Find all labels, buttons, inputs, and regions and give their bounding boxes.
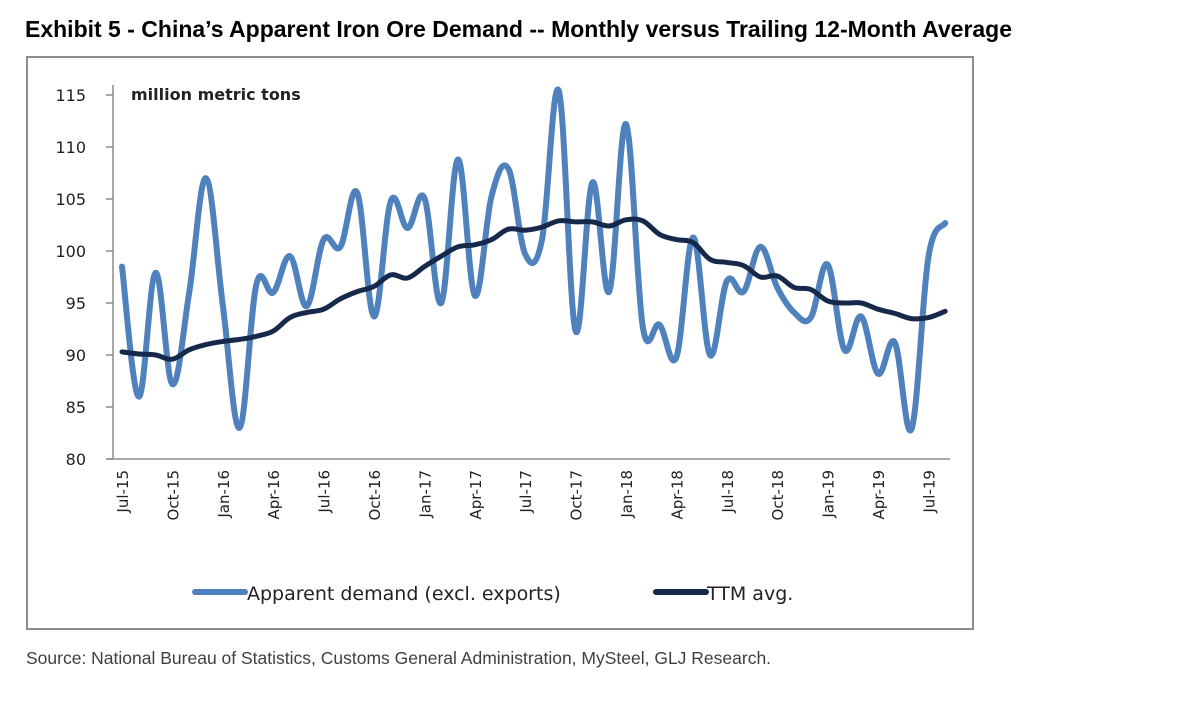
x-tick-label: Jul-18 — [719, 470, 737, 514]
unit-label: million metric tons — [131, 85, 301, 104]
series-apparent-demand-line — [119, 86, 949, 434]
y-tick-label: 115 — [55, 86, 86, 105]
x-axis: Jul-15 Oct-15 Jan-16 Apr-16 Jul-16 Oct-16 Jan-… — [106, 458, 950, 520]
x-tick-label: Oct-18 — [769, 470, 787, 520]
source-note: Source: National Bureau of Statistics, C… — [26, 648, 772, 668]
chart-title: Exhibit 5 - China’s Apparent Iron Ore De… — [25, 16, 1013, 42]
x-tick-label: Oct-15 — [164, 470, 182, 520]
y-axis: 80 85 90 95 100 105 110 115 — [55, 85, 114, 469]
x-tick-label: Oct-17 — [568, 470, 586, 520]
x-tick-label: Jan-18 — [618, 470, 636, 519]
y-tick-label: 110 — [55, 138, 86, 157]
legend: Apparent demand (excl. exports) TTM avg. — [192, 583, 793, 605]
x-tick-label: Apr-18 — [668, 470, 686, 520]
y-tick-label: 100 — [55, 242, 86, 261]
y-tick-label: 90 — [66, 346, 86, 365]
y-tick-label: 85 — [66, 398, 86, 417]
x-tick-label: Jul-19 — [920, 470, 938, 514]
series-ttm-avg-group — [119, 216, 948, 362]
x-tick-label: Apr-16 — [265, 470, 283, 520]
x-tick-label: Jan-19 — [820, 470, 838, 519]
legend-label-ttm-avg: TTM avg. — [706, 583, 793, 605]
y-tick-label: 105 — [55, 190, 86, 209]
y-tick-label: 80 — [66, 450, 86, 469]
series-ttm-avg-line — [119, 216, 948, 362]
x-tick-label: Apr-17 — [467, 470, 485, 520]
legend-label-apparent-demand: Apparent demand (excl. exports) — [247, 583, 561, 605]
x-tick-label: Jul-17 — [517, 470, 535, 514]
series-layer — [119, 86, 949, 434]
x-tick-label: Jan-17 — [416, 470, 434, 519]
x-tick-label: Jan-16 — [215, 470, 233, 519]
x-tick-label: Jul-16 — [316, 470, 334, 514]
x-tick-label: Oct-16 — [366, 470, 384, 520]
x-tick-label: Apr-19 — [870, 470, 888, 520]
series-apparent-demand-group — [119, 86, 949, 434]
x-tick-label: Jul-15 — [114, 470, 132, 514]
y-tick-label: 95 — [66, 294, 86, 313]
